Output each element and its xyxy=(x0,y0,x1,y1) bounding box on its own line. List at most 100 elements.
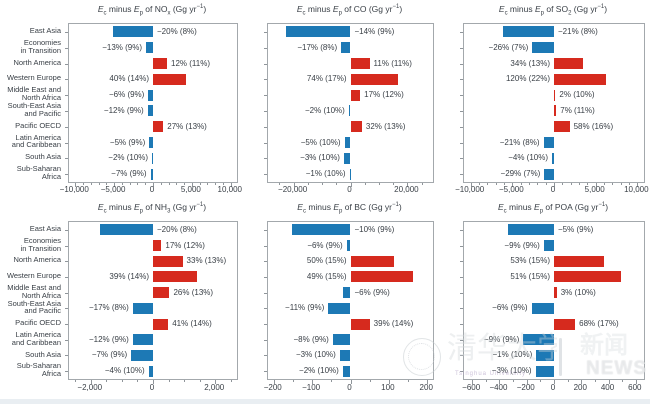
bar-value-label: −9% (9%) xyxy=(483,334,520,344)
x-axis-minor-tick xyxy=(562,183,564,185)
bottom-strip xyxy=(0,399,650,404)
y-axis-tick xyxy=(65,47,68,49)
bar-value-label: −20% (8%) xyxy=(157,224,197,234)
x-axis-tick-label: −200 xyxy=(263,383,282,392)
bar xyxy=(554,121,570,133)
bar xyxy=(131,349,153,361)
x-axis-major-tick xyxy=(153,380,154,384)
x-axis-minor-tick xyxy=(184,380,186,382)
x-axis-minor-tick xyxy=(587,183,589,185)
bar xyxy=(132,302,153,314)
x-axis-minor-tick xyxy=(307,183,309,185)
bar-value-label: 68% (17%) xyxy=(579,319,619,329)
x-axis-minor-tick xyxy=(545,183,547,185)
x-axis-minor-tick xyxy=(121,183,123,185)
region-label: Latin America and Caribbean xyxy=(11,132,61,150)
y-axis-tick xyxy=(460,63,463,65)
x-axis-major-tick xyxy=(581,380,583,384)
bar-value-label: 27% (13%) xyxy=(167,121,207,131)
y-axis-tick xyxy=(460,229,463,231)
bar-value-label: −4% (10%) xyxy=(104,366,145,376)
x-axis-minor-tick xyxy=(129,183,131,185)
y-axis-tick xyxy=(264,229,267,231)
x-axis-tick-label: 0 xyxy=(149,383,155,392)
bar xyxy=(339,349,351,361)
bar-value-label: −1% (10%) xyxy=(305,169,346,179)
bar-value-label: 39% (14%) xyxy=(109,271,149,281)
y-axis-tick xyxy=(460,31,463,33)
xaxis-labels-co: −20,000 0 20,000 xyxy=(267,185,432,197)
x-axis-tick-label: −5,000 xyxy=(498,185,524,194)
region-label: East Asia xyxy=(29,223,61,233)
y-axis-tick xyxy=(460,95,463,97)
bar-value-label: −4% (10%) xyxy=(508,153,548,163)
bar-value-label: −6% (9%) xyxy=(492,303,528,313)
region-label: Latin America and Caribbean xyxy=(11,329,61,347)
x-axis-tick-label: −100 xyxy=(302,383,321,392)
x-axis-tick-label: 0 xyxy=(347,185,352,194)
x-axis-minor-tick xyxy=(612,183,614,185)
bar-value-label: −10% (9%) xyxy=(354,224,395,234)
bar xyxy=(153,255,183,267)
y-axis-tick xyxy=(65,31,68,33)
x-axis-minor-tick xyxy=(513,380,515,382)
bar xyxy=(153,73,186,85)
bar xyxy=(532,42,554,54)
y-axis-tick xyxy=(65,174,68,176)
y-axis-tick xyxy=(460,324,463,326)
x-axis-minor-tick xyxy=(408,380,410,382)
x-axis-major-tick xyxy=(595,183,597,187)
x-axis-minor-tick xyxy=(529,183,530,185)
x-axis-minor-tick xyxy=(137,183,139,185)
x-axis-minor-tick xyxy=(421,183,423,185)
panel-title-bc: Ec minus Ep of BC (Gg yr−1) xyxy=(297,202,402,215)
x-axis-major-tick xyxy=(427,380,429,384)
bar-value-label: −6% (9%) xyxy=(108,90,145,100)
y-axis-tick xyxy=(460,261,463,263)
bar xyxy=(341,42,351,54)
bar xyxy=(113,26,153,38)
x-axis-major-tick xyxy=(153,183,154,187)
bar-value-label: −3% (10%) xyxy=(295,350,336,360)
x-axis-minor-tick xyxy=(369,380,371,382)
panel-plot-co: −14% (9%) −17% (8%) 11% (11%) 74% (17%) 17% … xyxy=(264,23,434,187)
bar xyxy=(346,240,351,252)
y-axis-tick xyxy=(460,276,463,278)
x-axis-major-tick xyxy=(230,183,232,187)
bar xyxy=(153,58,167,69)
region-label: Western Europe xyxy=(6,73,61,83)
bar xyxy=(153,240,162,252)
y-axis-tick xyxy=(65,292,68,294)
bar-value-label: −5% (9%) xyxy=(109,137,146,147)
x-axis-major-tick xyxy=(350,183,352,187)
bar xyxy=(344,137,351,148)
y-axis-tick xyxy=(65,261,68,263)
bar xyxy=(153,318,169,330)
x-axis-minor-tick xyxy=(322,183,324,185)
region-label: Pacific OECD xyxy=(15,318,61,328)
bar-value-label: −6% (9%) xyxy=(307,240,343,250)
x-axis-major-tick xyxy=(90,380,92,384)
y-axis-tick xyxy=(65,95,68,97)
x-axis-major-tick xyxy=(215,380,217,384)
panel-title-so2: Ec minus Ep of SO2 (Gg yr−1) xyxy=(498,4,608,17)
region-label: Pacific OECD xyxy=(15,120,61,130)
bar-value-label: −12% (9%) xyxy=(103,105,144,115)
bar xyxy=(554,318,576,330)
x-axis-minor-tick xyxy=(378,183,380,185)
x-axis-minor-tick xyxy=(520,183,522,185)
x-axis-minor-tick xyxy=(579,183,580,185)
bar xyxy=(544,168,554,180)
x-axis-minor-tick xyxy=(393,183,395,185)
bar xyxy=(342,287,351,299)
y-axis-tick xyxy=(460,47,463,49)
bar-value-label: 39% (14%) xyxy=(373,319,414,329)
y-axis-tick xyxy=(65,229,68,231)
x-axis-tick-label: 0 xyxy=(347,383,352,392)
x-axis-major-tick xyxy=(407,183,409,187)
y-axis-tick xyxy=(264,110,267,112)
x-axis-minor-tick xyxy=(168,380,170,382)
bar-value-label: 2% (10%) xyxy=(559,90,595,100)
panel-plot-nh3: −20% (8%) 17% (12%) 33% (13%) 39% (14%) 26% … xyxy=(65,221,238,384)
